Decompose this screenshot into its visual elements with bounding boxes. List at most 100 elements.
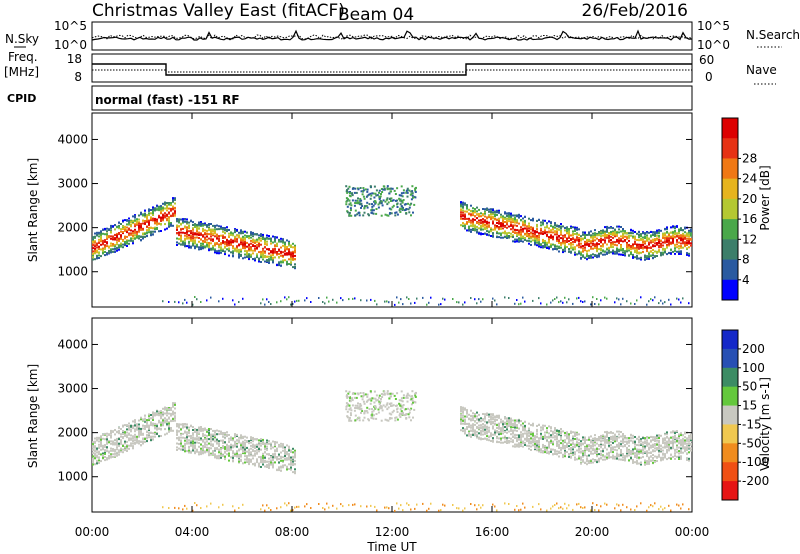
power-pixel bbox=[632, 256, 634, 259]
power-pixel bbox=[548, 227, 550, 230]
power-pixel bbox=[668, 234, 670, 237]
velocity-pixel bbox=[162, 412, 164, 415]
power-pixel bbox=[506, 237, 508, 239]
cpid-label: CPID bbox=[7, 92, 36, 105]
power-pixel bbox=[150, 212, 152, 215]
power-pixel bbox=[576, 253, 578, 256]
velocity-pixel bbox=[182, 432, 184, 435]
power-pixel bbox=[268, 301, 270, 303]
power-pixel bbox=[172, 206, 174, 209]
power-pixel bbox=[216, 228, 218, 231]
velocity-pixel bbox=[292, 451, 294, 454]
power-pixel bbox=[256, 253, 258, 256]
velocity-pixel bbox=[244, 442, 246, 444]
power-pixel bbox=[188, 234, 190, 237]
power-pixel bbox=[152, 227, 154, 230]
power-pixel bbox=[232, 247, 234, 250]
velocity-pixel bbox=[294, 454, 296, 457]
velocity-pixel bbox=[130, 429, 132, 432]
velocity-pixel bbox=[212, 451, 214, 454]
power-pixel bbox=[404, 203, 407, 206]
power-pixel bbox=[624, 235, 626, 238]
velocity-pixel bbox=[242, 442, 244, 445]
power-pixel bbox=[198, 224, 200, 227]
velocity-pixel bbox=[188, 445, 190, 448]
power-pixel bbox=[656, 231, 658, 234]
velocity-pixel bbox=[170, 407, 172, 410]
velocity-pixel bbox=[234, 453, 236, 456]
power-pixel bbox=[122, 231, 124, 233]
velocity-pixel bbox=[110, 429, 112, 432]
power-pixel bbox=[286, 253, 288, 256]
power-pixel bbox=[246, 255, 248, 258]
power-pixel bbox=[248, 237, 250, 240]
velocity-pixel bbox=[126, 434, 128, 437]
power-pixel bbox=[566, 226, 568, 229]
power-pixel bbox=[534, 235, 536, 238]
power-pixel bbox=[144, 215, 146, 218]
velocity-pixel bbox=[140, 444, 142, 447]
power-pixel bbox=[186, 233, 188, 236]
power-pixel bbox=[680, 239, 682, 242]
power-pixel bbox=[240, 230, 242, 233]
beam-label: Beam 04 bbox=[338, 5, 414, 25]
power-pixel bbox=[310, 301, 312, 303]
power-pixel bbox=[194, 236, 196, 239]
power-pixel bbox=[626, 235, 628, 238]
power-pixel bbox=[588, 245, 590, 247]
power-pixel bbox=[678, 232, 680, 234]
noise-sky-line bbox=[91, 29, 693, 41]
power-pixel bbox=[636, 256, 638, 259]
velocity-pixel bbox=[106, 441, 108, 444]
power-pixel bbox=[192, 228, 194, 231]
power-pixel bbox=[386, 185, 389, 188]
velocity-pixel bbox=[124, 424, 126, 427]
power-pixel bbox=[164, 223, 166, 226]
power-pixel bbox=[216, 237, 218, 240]
power-pixel bbox=[686, 252, 688, 255]
power-pixel bbox=[238, 250, 240, 253]
velocity-pixel bbox=[132, 439, 134, 442]
power-pixel bbox=[288, 263, 290, 265]
power-pixel bbox=[414, 191, 417, 193]
power-pixel bbox=[218, 243, 220, 246]
power-pixel bbox=[280, 252, 282, 255]
power-pixel bbox=[246, 253, 248, 256]
power-pixel bbox=[624, 253, 626, 256]
power-pixel bbox=[254, 259, 256, 262]
velocity-pixel bbox=[188, 432, 190, 435]
power-pixel bbox=[192, 231, 194, 234]
velocity-pixel bbox=[246, 455, 248, 458]
power-pixel bbox=[158, 209, 160, 211]
velocity-pixel bbox=[254, 446, 256, 449]
power-pixel bbox=[636, 245, 638, 248]
velocity-pixel bbox=[126, 444, 128, 447]
power-pixel bbox=[144, 235, 146, 238]
velocity-pixel bbox=[166, 420, 168, 422]
power-pixel bbox=[634, 249, 636, 252]
velocity-pixel bbox=[294, 449, 296, 452]
power-pixel bbox=[96, 249, 98, 252]
velocity-pixel bbox=[150, 417, 152, 420]
power-pixel bbox=[480, 228, 482, 231]
power-pixel bbox=[672, 250, 674, 253]
power-pixel bbox=[140, 213, 142, 216]
velocity-pixel bbox=[114, 450, 116, 453]
power-pixel bbox=[248, 256, 250, 259]
power-pixel bbox=[216, 224, 218, 227]
power-pixel bbox=[510, 228, 512, 231]
power-pixel bbox=[256, 238, 258, 241]
power-pixel bbox=[102, 251, 104, 254]
power-pixel bbox=[260, 250, 262, 253]
power-pixel bbox=[632, 254, 634, 257]
power-pixel bbox=[484, 232, 486, 235]
power-pixel bbox=[640, 245, 642, 248]
power-pixel bbox=[548, 230, 550, 233]
velocity-pixel bbox=[190, 440, 192, 443]
power-pixel bbox=[518, 222, 520, 225]
power-pixel bbox=[262, 254, 264, 257]
power-pixel bbox=[580, 257, 582, 260]
power-pixel bbox=[544, 226, 546, 229]
power-pixel bbox=[568, 243, 570, 246]
power-pixel bbox=[336, 301, 338, 304]
